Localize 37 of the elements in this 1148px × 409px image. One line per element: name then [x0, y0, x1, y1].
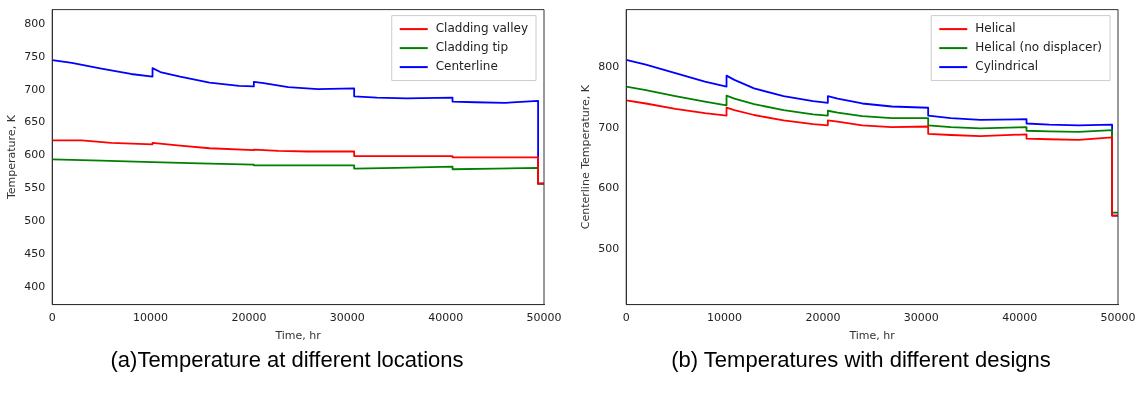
- y-tick-label: 450: [24, 246, 46, 260]
- y-tick-label: 700: [24, 82, 46, 96]
- x-tick-label: 0: [48, 311, 56, 325]
- x-tick-label: 30000: [903, 311, 939, 325]
- text: (a)Temperature at different locations: [110, 347, 464, 373]
- x-tick-label: 20000: [231, 311, 267, 325]
- x-tick-label: 0: [622, 311, 630, 325]
- x-tick-label: 50000: [1100, 311, 1136, 325]
- legend-label: Helical (no displacer): [975, 40, 1103, 55]
- legend-label: Helical: [975, 21, 1016, 36]
- y-tick-label: 800: [24, 16, 46, 30]
- y-tick-label: 600: [598, 181, 620, 195]
- x-tick-label: 30000: [329, 311, 365, 325]
- legend-label: Cladding tip: [435, 40, 509, 55]
- y-tick-label: 750: [24, 49, 46, 63]
- x-axis-title: Time, hr: [274, 329, 322, 343]
- x-tick-label: 40000: [1002, 311, 1038, 325]
- x-axis-title: Time, hr: [848, 329, 896, 343]
- y-tick-label: 500: [24, 214, 46, 228]
- y-tick-label: 600: [24, 148, 46, 162]
- y-tick-label: 700: [598, 120, 620, 134]
- y-tick-label: 650: [24, 115, 46, 129]
- legend-label: Cylindrical: [975, 59, 1039, 74]
- x-tick-label: 50000: [526, 311, 562, 325]
- legend-label: Cladding valley: [435, 21, 528, 36]
- y-tick-label: 500: [598, 241, 620, 255]
- text: (b) Temperatures with different designs: [671, 347, 1051, 373]
- x-tick-label: 20000: [805, 311, 841, 325]
- x-tick-label: 10000: [707, 311, 743, 325]
- x-tick-label: 40000: [428, 311, 464, 325]
- y-axis-title: Temperature, K: [5, 114, 19, 201]
- y-tick-label: 800: [598, 60, 620, 74]
- x-tick-label: 10000: [133, 311, 169, 325]
- y-tick-label: 550: [24, 181, 46, 195]
- y-axis-title: Centerline Temperature, K: [579, 84, 593, 230]
- y-tick-label: 400: [24, 279, 46, 293]
- legend-label: Centerline: [435, 59, 498, 74]
